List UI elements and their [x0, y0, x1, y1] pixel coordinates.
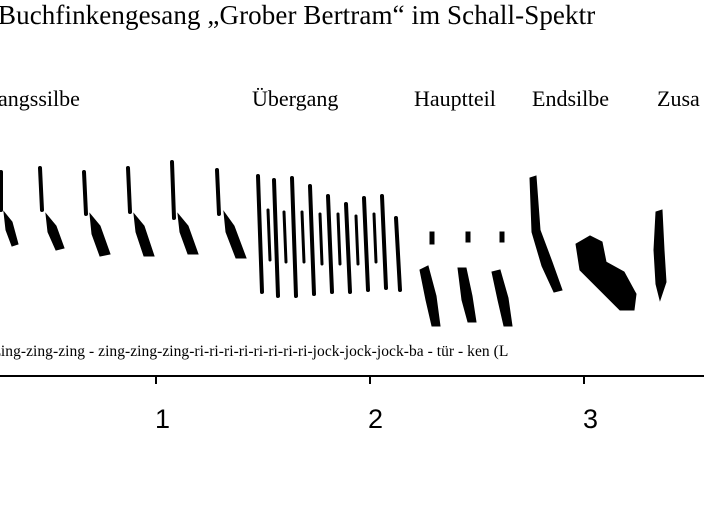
spectro-mark-jock-2 [457, 231, 477, 323]
axis-tick [155, 375, 157, 384]
spectro-mark-ri-2 [272, 178, 288, 298]
spectro-mark-jock-1 [419, 231, 441, 327]
spectro-mark-zing-5 [170, 160, 199, 255]
section-label-hauptteil: Hauptteil [414, 86, 496, 111]
spectro-mark-ri-4 [308, 184, 324, 296]
axis-tick-label: 2 [368, 404, 384, 434]
axis-tick-label: 3 [583, 404, 599, 434]
spectro-mark-zing-6 [215, 168, 247, 259]
axis-tick [369, 375, 371, 384]
section-label-endsilbe: Endsilbe [532, 86, 609, 111]
spectro-mark-ri-7 [362, 196, 378, 292]
spectrogram [0, 160, 667, 327]
spectro-mark-tuer [575, 235, 637, 311]
spectro-mark-ri-1 [256, 174, 272, 294]
spectro-mark-ri-5 [326, 194, 342, 294]
spectro-mark-ri-6 [344, 202, 360, 294]
spectro-mark-zing-1 [0, 170, 19, 247]
spectro-mark-ri-8 [380, 194, 402, 292]
spectro-mark-jock-3 [491, 231, 513, 327]
section-label-uebergang: Übergang [252, 86, 339, 111]
spectro-mark-ri-3 [290, 176, 306, 298]
spectro-mark-ken [653, 209, 667, 302]
section-label-zusatz: Zusa [657, 86, 700, 111]
syllable-transcription: zing-zing-zing - zing-zing-zing-ri-ri-ri… [0, 343, 509, 360]
spectro-mark-zing-4 [126, 166, 155, 257]
time-axis [0, 375, 704, 377]
axis-tick [583, 375, 585, 384]
spectro-mark-zing-2 [38, 166, 65, 251]
spectro-mark-ba [529, 175, 563, 293]
section-label-anfangssilbe: angssilbe [0, 86, 80, 111]
axis-tick-label: 1 [155, 404, 171, 434]
spectro-mark-zing-3 [82, 170, 111, 257]
figure-title: Buchfinkengesang „Grober Bertram“ im Sch… [0, 0, 596, 30]
